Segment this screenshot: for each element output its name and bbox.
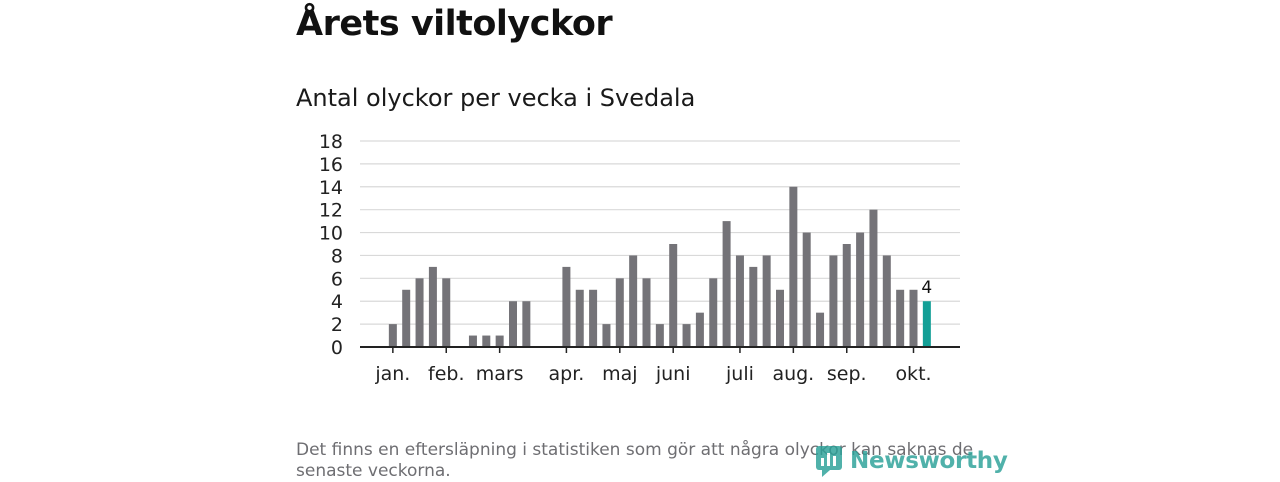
bar: [762, 255, 771, 347]
bar: [722, 221, 731, 347]
x-tick-label: apr.: [548, 363, 584, 385]
x-tick-label: maj: [602, 363, 637, 385]
bar: [468, 335, 477, 347]
y-tick-label: 4: [331, 291, 343, 313]
bar: [842, 244, 851, 347]
bar: [602, 324, 611, 347]
chart-subtitle: Antal olyckor per vecka i Svedala: [296, 84, 696, 112]
bar: [709, 278, 718, 347]
bar: [816, 312, 825, 347]
x-tick-label: okt.: [895, 363, 931, 385]
x-tick-label: sep.: [827, 363, 867, 385]
y-tick-label: 8: [331, 245, 343, 267]
y-tick-label: 16: [319, 154, 343, 176]
bar: [789, 186, 798, 347]
highlight-value-label: 4: [921, 278, 932, 298]
bar: [589, 289, 598, 347]
bar: [776, 289, 784, 347]
bar: [735, 255, 744, 347]
bar: [682, 324, 691, 347]
y-tick-label: 0: [331, 337, 343, 359]
x-tick-label: mars: [476, 363, 524, 385]
bar: [882, 255, 891, 347]
y-tick-label: 10: [319, 223, 343, 245]
bar: [482, 335, 491, 347]
brand-name: Newsworthy: [850, 448, 1008, 474]
x-tick-label: aug.: [772, 363, 814, 385]
bar: [856, 232, 865, 347]
bar: [615, 278, 624, 347]
bar: [522, 301, 531, 347]
bar: [695, 312, 704, 347]
bar: [495, 335, 504, 347]
x-tick-label: juni: [655, 363, 691, 385]
bar: [562, 266, 571, 347]
y-tick-label: 14: [319, 177, 343, 199]
bar: [655, 324, 664, 347]
bar: [869, 209, 878, 347]
bar: [509, 301, 517, 347]
footnote: Det finns en eftersläpning i statistiken…: [296, 440, 974, 481]
y-tick-label: 6: [331, 268, 343, 290]
bar: [629, 255, 638, 347]
y-tick-label: 12: [319, 200, 343, 222]
bar: [415, 278, 424, 347]
y-tick-label: 18: [319, 131, 343, 153]
bar: [749, 266, 758, 347]
page-title: Årets viltolyckor: [296, 4, 613, 44]
bar: [802, 232, 811, 347]
bar: [669, 244, 678, 347]
x-tick-label: juli: [725, 363, 754, 385]
x-tick-label: feb.: [428, 363, 464, 385]
bar: [642, 278, 651, 347]
bar: [388, 324, 397, 347]
x-tick-label: jan.: [374, 363, 410, 385]
bar: [909, 289, 918, 347]
bar: [896, 289, 905, 347]
bar: [442, 278, 451, 347]
y-tick-label: 2: [331, 314, 343, 336]
bar: [428, 266, 437, 347]
bar: [829, 255, 838, 347]
data-labels: 4: [921, 278, 932, 298]
newsworthy-logo-icon: [816, 446, 842, 477]
bar-highlight: [922, 301, 931, 347]
bar: [402, 289, 411, 347]
bar-series: [388, 186, 931, 347]
x-axis: jan. feb. mars apr. maj juni juli aug. sep. okt.: [360, 346, 960, 385]
bar: [575, 289, 584, 347]
brand-watermark: Newsworthy: [814, 444, 1008, 478]
